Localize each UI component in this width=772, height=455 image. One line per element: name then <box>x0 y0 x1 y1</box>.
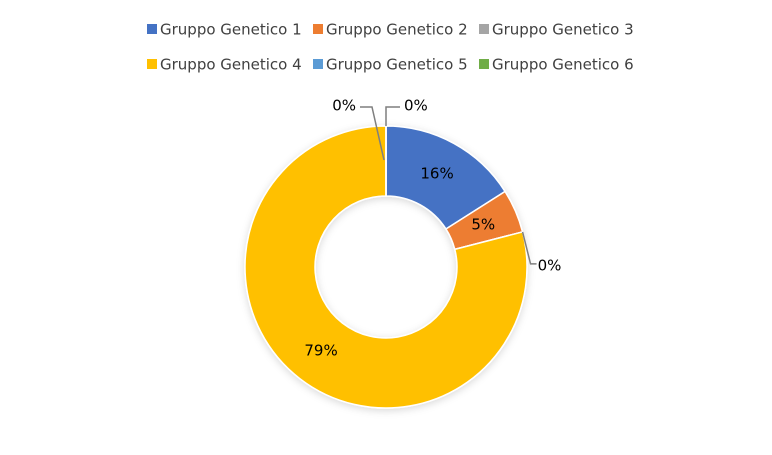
donut-slice <box>244 125 528 409</box>
leader-line <box>385 106 400 126</box>
legend-swatch <box>147 24 157 34</box>
data-label: 5% <box>471 215 495 233</box>
legend-label: Gruppo Genetico 4 <box>160 56 302 74</box>
legend-swatch <box>313 59 323 69</box>
leader-line <box>521 231 537 265</box>
data-label: 16% <box>420 165 453 183</box>
data-label: 0% <box>538 256 562 274</box>
data-label: 0% <box>332 97 356 115</box>
legend-label: Gruppo Genetico 6 <box>492 56 634 74</box>
data-label: 0% <box>404 97 428 115</box>
leader-line <box>360 106 385 161</box>
legend-label: Gruppo Genetico 5 <box>326 56 468 74</box>
legend-swatch <box>479 24 489 34</box>
donut <box>244 125 528 409</box>
legend-swatch <box>479 59 489 69</box>
legend-swatch <box>313 24 323 34</box>
legend-label: Gruppo Genetico 1 <box>160 21 302 39</box>
legend-label: Gruppo Genetico 3 <box>492 21 634 39</box>
legend-swatch <box>147 59 157 69</box>
data-label: 79% <box>304 341 337 359</box>
legend-label: Gruppo Genetico 2 <box>326 21 468 39</box>
